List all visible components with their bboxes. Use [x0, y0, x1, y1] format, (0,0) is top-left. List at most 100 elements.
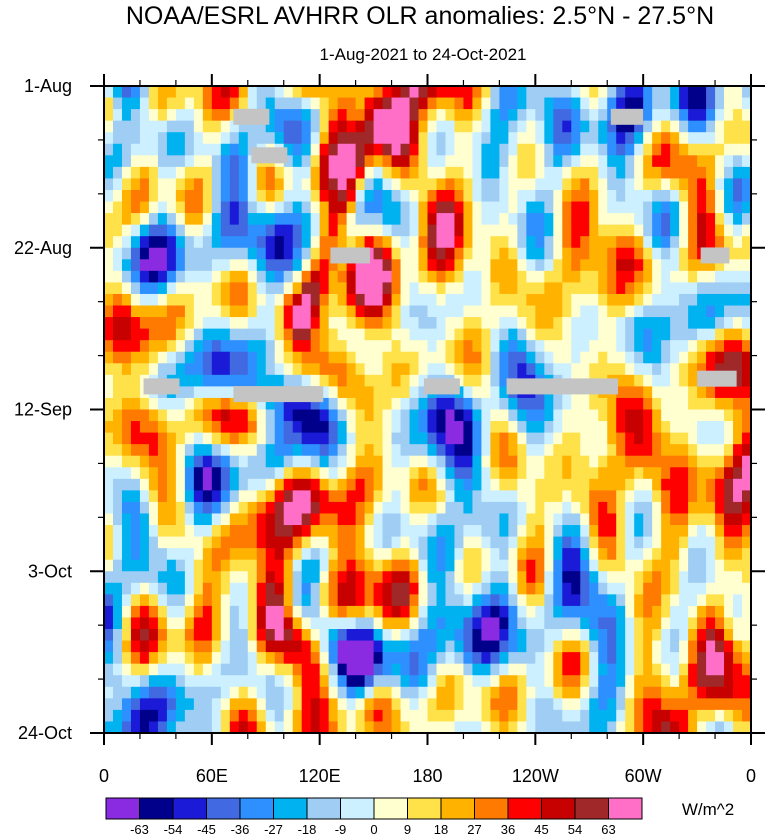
heat-cell [211, 293, 222, 307]
colorbar-swatch [172, 797, 207, 820]
heat-cell [139, 328, 150, 341]
heat-cell [625, 513, 635, 526]
heat-cell [202, 155, 213, 168]
heat-cell [166, 143, 177, 156]
heat-cell [688, 397, 698, 411]
heat-cell [733, 386, 743, 399]
heat-cell [256, 444, 267, 457]
heat-cell [544, 213, 554, 226]
heat-cell [166, 455, 177, 468]
heat-cell [409, 617, 420, 630]
heat-cell [526, 605, 536, 619]
heat-cell [238, 374, 249, 387]
heat-cell [697, 201, 707, 214]
heat-cell [598, 629, 608, 642]
heat-cell [175, 351, 186, 364]
heat-cell [121, 594, 132, 607]
heat-cell [121, 582, 132, 595]
heat-cell [670, 444, 680, 457]
heat-cell [364, 571, 375, 584]
heat-cell [733, 178, 743, 191]
heat-cell [571, 548, 581, 561]
heat-cell [220, 120, 231, 133]
heat-cell [256, 698, 267, 711]
heat-cell [580, 363, 590, 376]
heat-cell [337, 559, 348, 572]
heat-cell [724, 201, 734, 214]
heat-cell [490, 467, 500, 480]
heat-cell [526, 698, 536, 711]
heat-cell [256, 455, 267, 468]
heat-cell [283, 490, 294, 503]
heat-cell [463, 224, 474, 237]
heat-cell [283, 293, 294, 307]
colorbar-swatch [206, 797, 241, 820]
heat-cell [148, 640, 159, 653]
heat-cell [670, 571, 680, 584]
heat-cell [427, 97, 438, 110]
heat-cell [373, 86, 384, 99]
heat-cell [391, 548, 402, 561]
heat-cell [697, 444, 707, 457]
heat-cell [157, 686, 168, 699]
heat-cell [104, 109, 114, 122]
heat-cell [463, 155, 474, 168]
heat-cell [148, 213, 159, 226]
heat-cell [445, 351, 456, 364]
heat-cell [625, 224, 635, 237]
heat-cell [166, 686, 177, 699]
heat-cell [625, 432, 635, 445]
heat-cell [346, 363, 357, 376]
heat-cell [310, 132, 321, 145]
heat-cell [364, 455, 375, 468]
heat-cell [310, 409, 321, 422]
heat-cell [553, 328, 563, 341]
heat-cell [247, 259, 258, 272]
heat-cell [571, 444, 581, 457]
heat-cell [220, 143, 231, 156]
heat-cell [481, 213, 492, 226]
heat-cell [544, 247, 554, 260]
heat-cell [319, 155, 330, 168]
heat-cell [643, 455, 653, 468]
heat-cell [634, 652, 644, 665]
heat-cell [328, 548, 339, 561]
heat-cell [571, 247, 581, 260]
heat-cell [139, 201, 150, 214]
heat-cell [310, 305, 321, 318]
heat-cell [472, 259, 483, 272]
heat-cell [319, 548, 330, 561]
heat-cell [382, 120, 393, 133]
heat-cell [553, 397, 563, 411]
heat-cell [391, 270, 402, 284]
heat-cell [373, 340, 384, 353]
heat-cell [166, 270, 177, 284]
heat-cell [292, 132, 303, 145]
heat-cell [355, 305, 366, 318]
x-tick-label: 60W [625, 766, 662, 786]
heat-cell [625, 247, 635, 260]
heat-cell [337, 351, 348, 364]
heat-cell [382, 236, 393, 249]
heat-cell [211, 213, 222, 226]
heat-cell [499, 513, 509, 526]
heat-cell [238, 270, 249, 284]
heat-cell [544, 421, 554, 434]
heat-cell [472, 698, 483, 711]
heat-cell [724, 525, 734, 538]
heat-cell [193, 236, 204, 249]
heat-cell [148, 201, 159, 214]
heat-cell [328, 270, 339, 284]
heat-cell [697, 525, 707, 538]
heat-cell [229, 686, 240, 699]
heat-cell [238, 721, 249, 733]
heat-cell [463, 213, 474, 226]
heat-cell [643, 698, 653, 711]
heat-cell [589, 467, 599, 480]
heat-cell [418, 617, 429, 630]
heat-cell [166, 328, 177, 341]
heat-cell [202, 675, 213, 688]
heat-cell [598, 490, 608, 503]
heat-cell [436, 189, 447, 203]
heat-cell [202, 259, 213, 272]
